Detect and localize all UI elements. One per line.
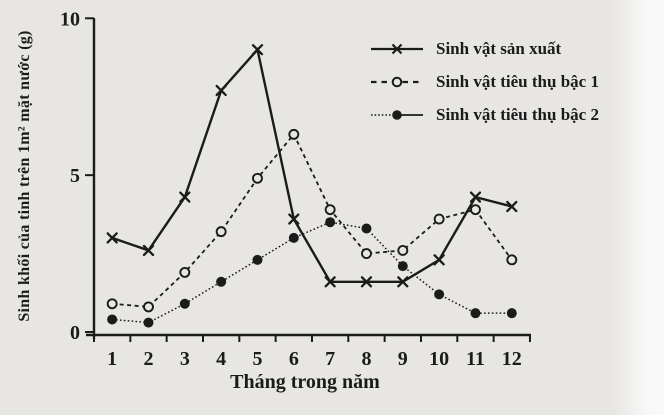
data-point-open-circle	[288, 128, 300, 140]
legend-item-producers: Sinh vật sản xuất	[371, 37, 599, 60]
x-tick-label: 8	[361, 348, 371, 370]
legend-label-primary-consumers: Sinh vật tiêu thụ bậc 1	[436, 71, 599, 91]
data-point-filled-circle	[397, 261, 408, 272]
series-line-0	[111, 47, 513, 284]
data-point-open-circle	[215, 226, 227, 238]
series-line-1	[112, 132, 513, 308]
legend-label-secondary-consumers: Sinh vật tiêu thụ bậc 2	[436, 104, 599, 124]
x-tick-label: 9	[398, 348, 408, 370]
x-tick-label: 5	[252, 348, 262, 370]
x-axis-label: Tháng trong năm	[230, 371, 380, 393]
data-point-x-cross	[251, 44, 264, 56]
data-point-x-cross	[288, 213, 300, 225]
data-point-x-cross	[142, 244, 155, 257]
data-point-open-circle	[361, 248, 372, 260]
data-point-x-cross	[324, 276, 336, 288]
y-tick-label: 0	[70, 322, 80, 344]
y-tick-label: 10	[60, 8, 80, 30]
data-point-open-circle	[397, 244, 409, 256]
data-point-x-cross	[397, 276, 409, 288]
data-point-open-circle	[433, 213, 445, 225]
data-point-x-cross	[215, 84, 227, 97]
data-point-filled-circle	[216, 276, 227, 287]
data-point-filled-circle	[506, 308, 517, 319]
data-point-open-circle	[179, 266, 191, 278]
data-point-open-circle	[324, 204, 336, 216]
data-point-open-circle	[470, 204, 481, 216]
data-point-x-cross	[433, 254, 445, 266]
data-point-x-cross	[360, 276, 373, 288]
x-tick-label: 1	[107, 348, 117, 370]
legend-label-producers: Sinh vật sản xuất	[436, 38, 562, 58]
data-point-filled-circle	[288, 232, 299, 243]
y-axis-label: Sinh khối của tinh trên 1m² mặt nước (g)	[16, 30, 33, 322]
x-tick-label: 3	[180, 348, 190, 370]
data-point-filled-circle	[361, 223, 372, 234]
y-tick-label: 5	[70, 165, 80, 187]
data-point-filled-circle	[470, 308, 481, 319]
data-point-x-cross	[506, 200, 518, 213]
legend-item-primary-consumers: Sinh vật tiêu thụ bậc 1	[371, 70, 599, 93]
data-point-open-circle	[506, 254, 518, 266]
data-point-x-cross	[469, 191, 482, 203]
data-point-x-cross	[106, 232, 118, 244]
x-tick-label: 2	[143, 348, 153, 370]
legend-marker-dotted-filled-circle-icon	[371, 109, 423, 120]
data-point-filled-circle	[325, 217, 336, 228]
x-tick-label: 10	[429, 348, 449, 370]
data-point-open-circle	[143, 301, 154, 313]
legend-item-secondary-consumers: Sinh vật tiêu thụ bậc 2	[371, 103, 599, 126]
data-point-x-cross	[179, 191, 191, 203]
series-line-2	[112, 221, 512, 324]
data-point-filled-circle	[107, 314, 118, 325]
x-tick-label: 4	[216, 348, 226, 370]
data-point-filled-circle	[179, 298, 190, 309]
x-tick-label: 7	[325, 348, 335, 370]
x-tick-label: 6	[289, 348, 299, 370]
legend-marker-solid-x-icon	[371, 43, 423, 54]
legend-marker-dashed-open-circle-icon	[371, 76, 423, 87]
data-point-filled-circle	[434, 289, 445, 300]
data-point-open-circle	[252, 172, 263, 184]
x-tick-label: 11	[466, 348, 485, 370]
data-point-open-circle	[106, 298, 118, 310]
data-point-filled-circle	[143, 317, 154, 328]
data-point-filled-circle	[252, 254, 263, 265]
x-tick-label: 12	[502, 348, 522, 370]
legend: Sinh vật sản xuất Sinh vật tiêu thụ bậc …	[371, 37, 599, 136]
